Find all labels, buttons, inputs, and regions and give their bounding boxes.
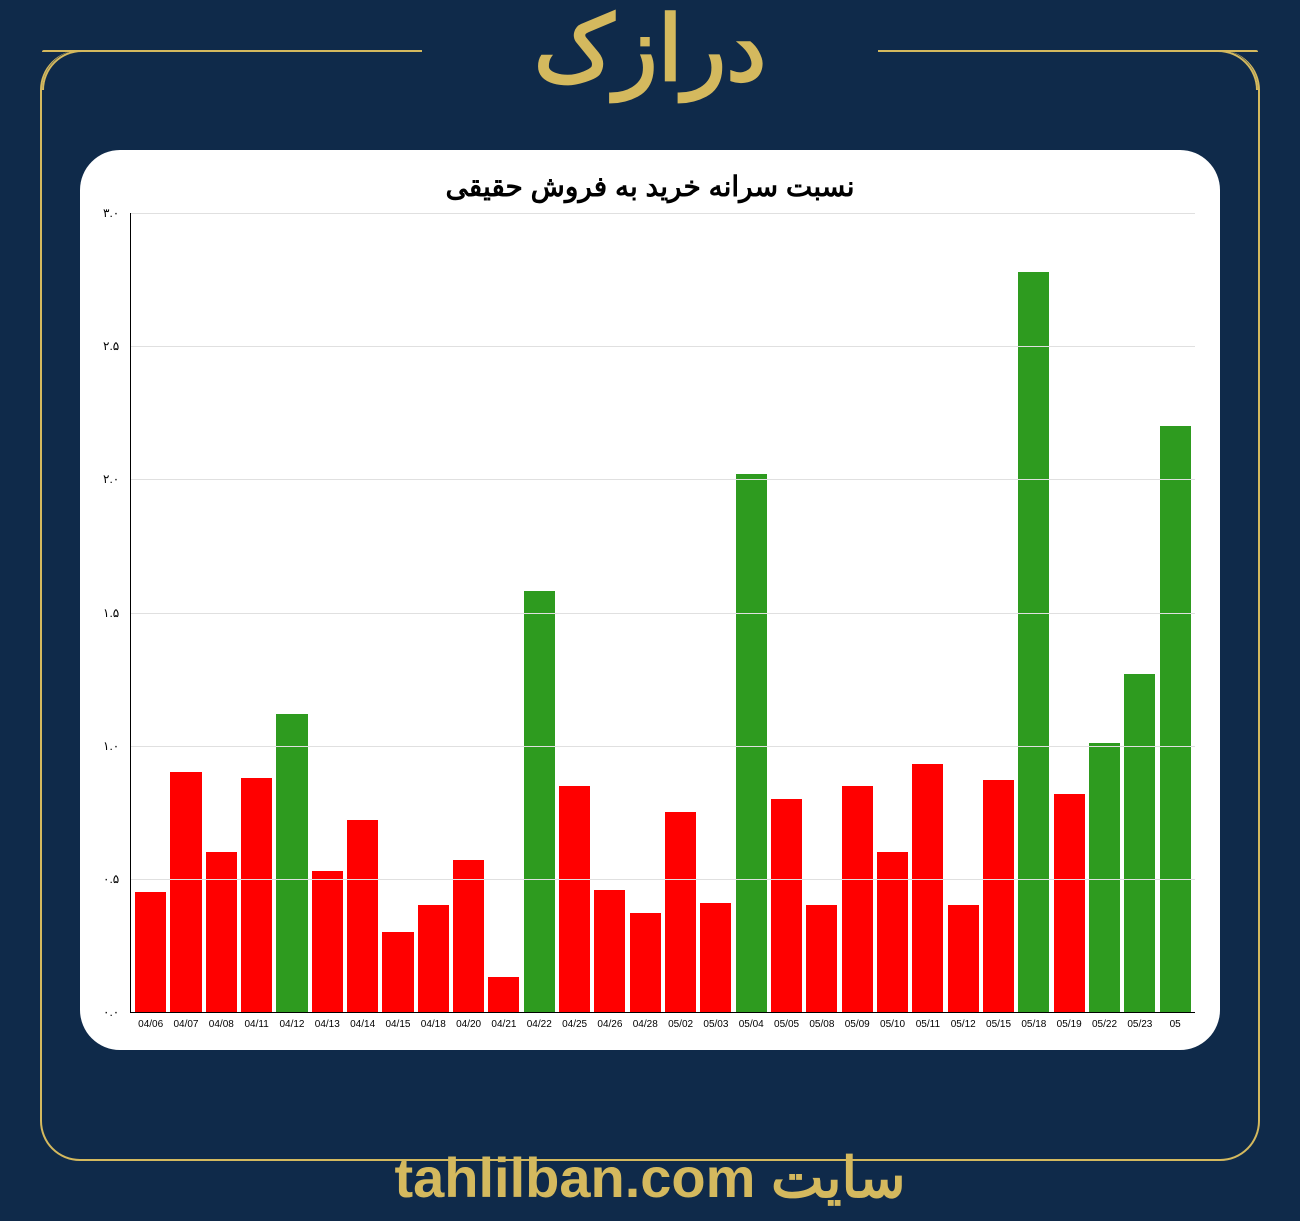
chart-title: نسبت سرانه خرید به فروش حقیقی	[100, 170, 1200, 203]
bar	[347, 820, 378, 1012]
bar	[488, 977, 519, 1012]
bar	[912, 764, 943, 1012]
page-title: درازک	[504, 5, 797, 95]
bar	[135, 892, 166, 1012]
y-tick-label: ۲.۰	[103, 472, 119, 486]
chart-plot-area: 04/0604/0704/0804/1104/1204/1304/1404/15…	[130, 213, 1195, 1013]
bar	[842, 786, 873, 1012]
x-tick-label: 05/08	[809, 1019, 834, 1030]
bar	[1054, 794, 1085, 1012]
x-tick-label: 05/12	[951, 1019, 976, 1030]
x-tick-label: 05/22	[1092, 1019, 1117, 1030]
bar	[877, 852, 908, 1012]
bar	[276, 714, 307, 1012]
x-tick-label: 04/20	[456, 1019, 481, 1030]
gridline	[131, 479, 1195, 480]
gridline	[131, 346, 1195, 347]
bar	[1018, 272, 1049, 1012]
bar	[594, 890, 625, 1013]
x-tick-label: 05/11	[916, 1019, 940, 1030]
bar	[983, 780, 1014, 1012]
x-tick-label: 04/07	[173, 1019, 198, 1030]
bar	[1089, 743, 1120, 1012]
x-tick-label: 04/11	[244, 1019, 268, 1030]
y-tick-label: ۲.۵	[103, 339, 119, 353]
bar	[1160, 426, 1191, 1012]
bar	[206, 852, 237, 1012]
x-tick-label: 05/09	[845, 1019, 870, 1030]
x-tick-label: 05/04	[739, 1019, 764, 1030]
x-tick-label: 04/14	[350, 1019, 375, 1030]
x-tick-label: 04/28	[633, 1019, 658, 1030]
footer-prefix: سایت	[755, 1146, 905, 1209]
x-tick-label: 04/13	[315, 1019, 340, 1030]
bar	[806, 905, 837, 1012]
bar	[312, 871, 343, 1012]
footer-domain: tahlilban.com	[394, 1146, 755, 1209]
x-tick-label: 05	[1170, 1019, 1181, 1030]
x-tick-label: 04/08	[209, 1019, 234, 1030]
gridline	[131, 746, 1195, 747]
x-tick-label: 04/12	[279, 1019, 304, 1030]
bar	[700, 903, 731, 1012]
x-tick-label: 04/26	[597, 1019, 622, 1030]
bar	[241, 778, 272, 1012]
y-tick-label: ۳.۰	[103, 206, 119, 220]
y-tick-label: ۰.۰	[103, 1005, 119, 1019]
bar	[771, 799, 802, 1012]
y-tick-label: ۱.۵	[103, 606, 119, 620]
gridline	[131, 213, 1195, 214]
bar	[630, 913, 661, 1012]
bar	[524, 591, 555, 1012]
bar	[1124, 674, 1155, 1012]
x-tick-label: 05/19	[1057, 1019, 1082, 1030]
bar	[665, 812, 696, 1012]
x-tick-label: 04/22	[527, 1019, 552, 1030]
bar	[559, 786, 590, 1012]
x-tick-label: 04/06	[138, 1019, 163, 1030]
bar	[948, 905, 979, 1012]
y-tick-label: ۰.۵	[103, 872, 119, 886]
gridline	[131, 613, 1195, 614]
bar	[453, 860, 484, 1012]
bar	[736, 474, 767, 1012]
bar	[170, 772, 201, 1012]
bar	[382, 932, 413, 1012]
x-tick-label: 04/21	[491, 1019, 516, 1030]
x-tick-label: 04/15	[385, 1019, 410, 1030]
x-tick-label: 04/25	[562, 1019, 587, 1030]
x-tick-label: 04/18	[421, 1019, 446, 1030]
bar	[418, 905, 449, 1012]
x-tick-label: 05/02	[668, 1019, 693, 1030]
x-tick-label: 05/23	[1127, 1019, 1152, 1030]
y-tick-label: ۱.۰	[103, 739, 119, 753]
x-tick-label: 05/05	[774, 1019, 799, 1030]
footer: سایت tahlilban.com	[0, 1145, 1300, 1211]
x-tick-label: 05/03	[703, 1019, 728, 1030]
x-tick-label: 05/10	[880, 1019, 905, 1030]
x-tick-label: 05/18	[1021, 1019, 1046, 1030]
x-tick-label: 05/15	[986, 1019, 1011, 1030]
chart-card: نسبت سرانه خرید به فروش حقیقی 04/0604/07…	[80, 150, 1220, 1050]
gridline	[131, 879, 1195, 880]
